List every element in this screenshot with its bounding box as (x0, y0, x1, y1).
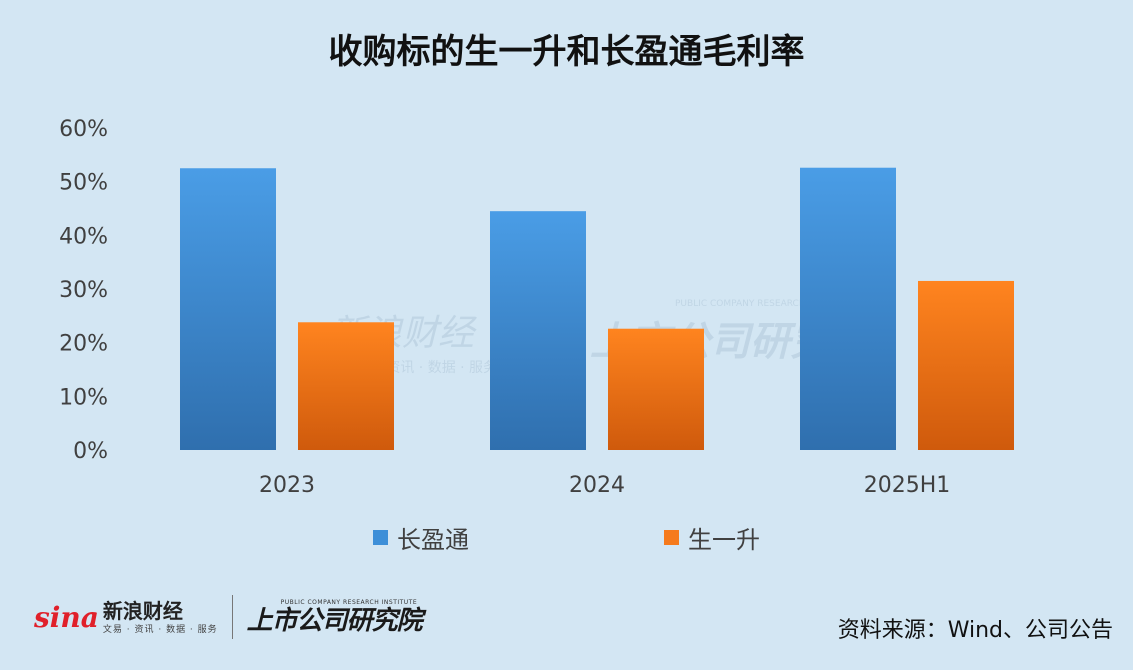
y-tick-label: 60% (59, 117, 108, 142)
bar-cyt-2023 (180, 168, 276, 450)
x-tick-label: 2023 (259, 473, 315, 498)
y-tick-label: 10% (59, 385, 108, 410)
y-axis-ticks: 0% 10% 20% 30% 40% 50% 60% (59, 117, 108, 464)
sina-logo-icon: sina (34, 600, 99, 634)
sina-brand: 新浪财经 文易 · 资讯 · 数据 · 服务 (103, 600, 218, 635)
chart-title: 收购标的生一升和长盈通毛利率 (328, 32, 805, 72)
x-tick-label: 2025H1 (864, 473, 951, 498)
bar-syt-2024 (608, 328, 704, 450)
legend: 长盈通 生一升 (0, 520, 1133, 554)
institute-logo: PUBLIC COMPANY RESEARCH INSTITUTE 上市公司研究… (246, 598, 423, 636)
legend-item-syt: 生一升 (664, 520, 760, 555)
footer-logo: sina 新浪财经 文易 · 资讯 · 数据 · 服务 PUBLIC COMPA… (34, 592, 423, 642)
y-tick-label: 50% (59, 171, 108, 196)
legend-label-cyt: 长盈通 (397, 526, 469, 554)
y-tick-label: 0% (73, 439, 108, 464)
institute-name: 上市公司研究院 (246, 605, 423, 636)
x-tick-label: 2024 (569, 473, 625, 498)
y-tick-label: 40% (59, 224, 108, 249)
x-axis-ticks: 2023 2024 2025H1 (259, 473, 950, 498)
institute-english-name: PUBLIC COMPANY RESEARCH INSTITUTE (280, 598, 418, 606)
legend-item-cyt: 长盈通 (373, 520, 469, 555)
sina-brand-subtitle: 文易 · 资讯 · 数据 · 服务 (102, 624, 218, 635)
watermark-institute-en: PUBLIC COMPANY RESEARCH INSTITUTE (675, 299, 855, 309)
bars (180, 167, 1014, 451)
y-tick-label: 20% (59, 332, 108, 357)
logo-divider (231, 595, 233, 639)
bar-syt-2023 (298, 322, 394, 450)
sina-brand-name: 新浪财经 (102, 598, 183, 623)
legend-swatch-syt (664, 530, 679, 545)
bar-cyt-2025H1 (800, 167, 896, 451)
legend-label-syt: 生一升 (688, 526, 760, 554)
bar-cyt-2024 (490, 211, 586, 450)
bar-syt-2025H1 (918, 280, 1014, 450)
legend-swatch-cyt (373, 530, 388, 545)
y-tick-label: 30% (59, 278, 108, 303)
source-note: 资料来源：Wind、公司公告 (837, 618, 1113, 643)
